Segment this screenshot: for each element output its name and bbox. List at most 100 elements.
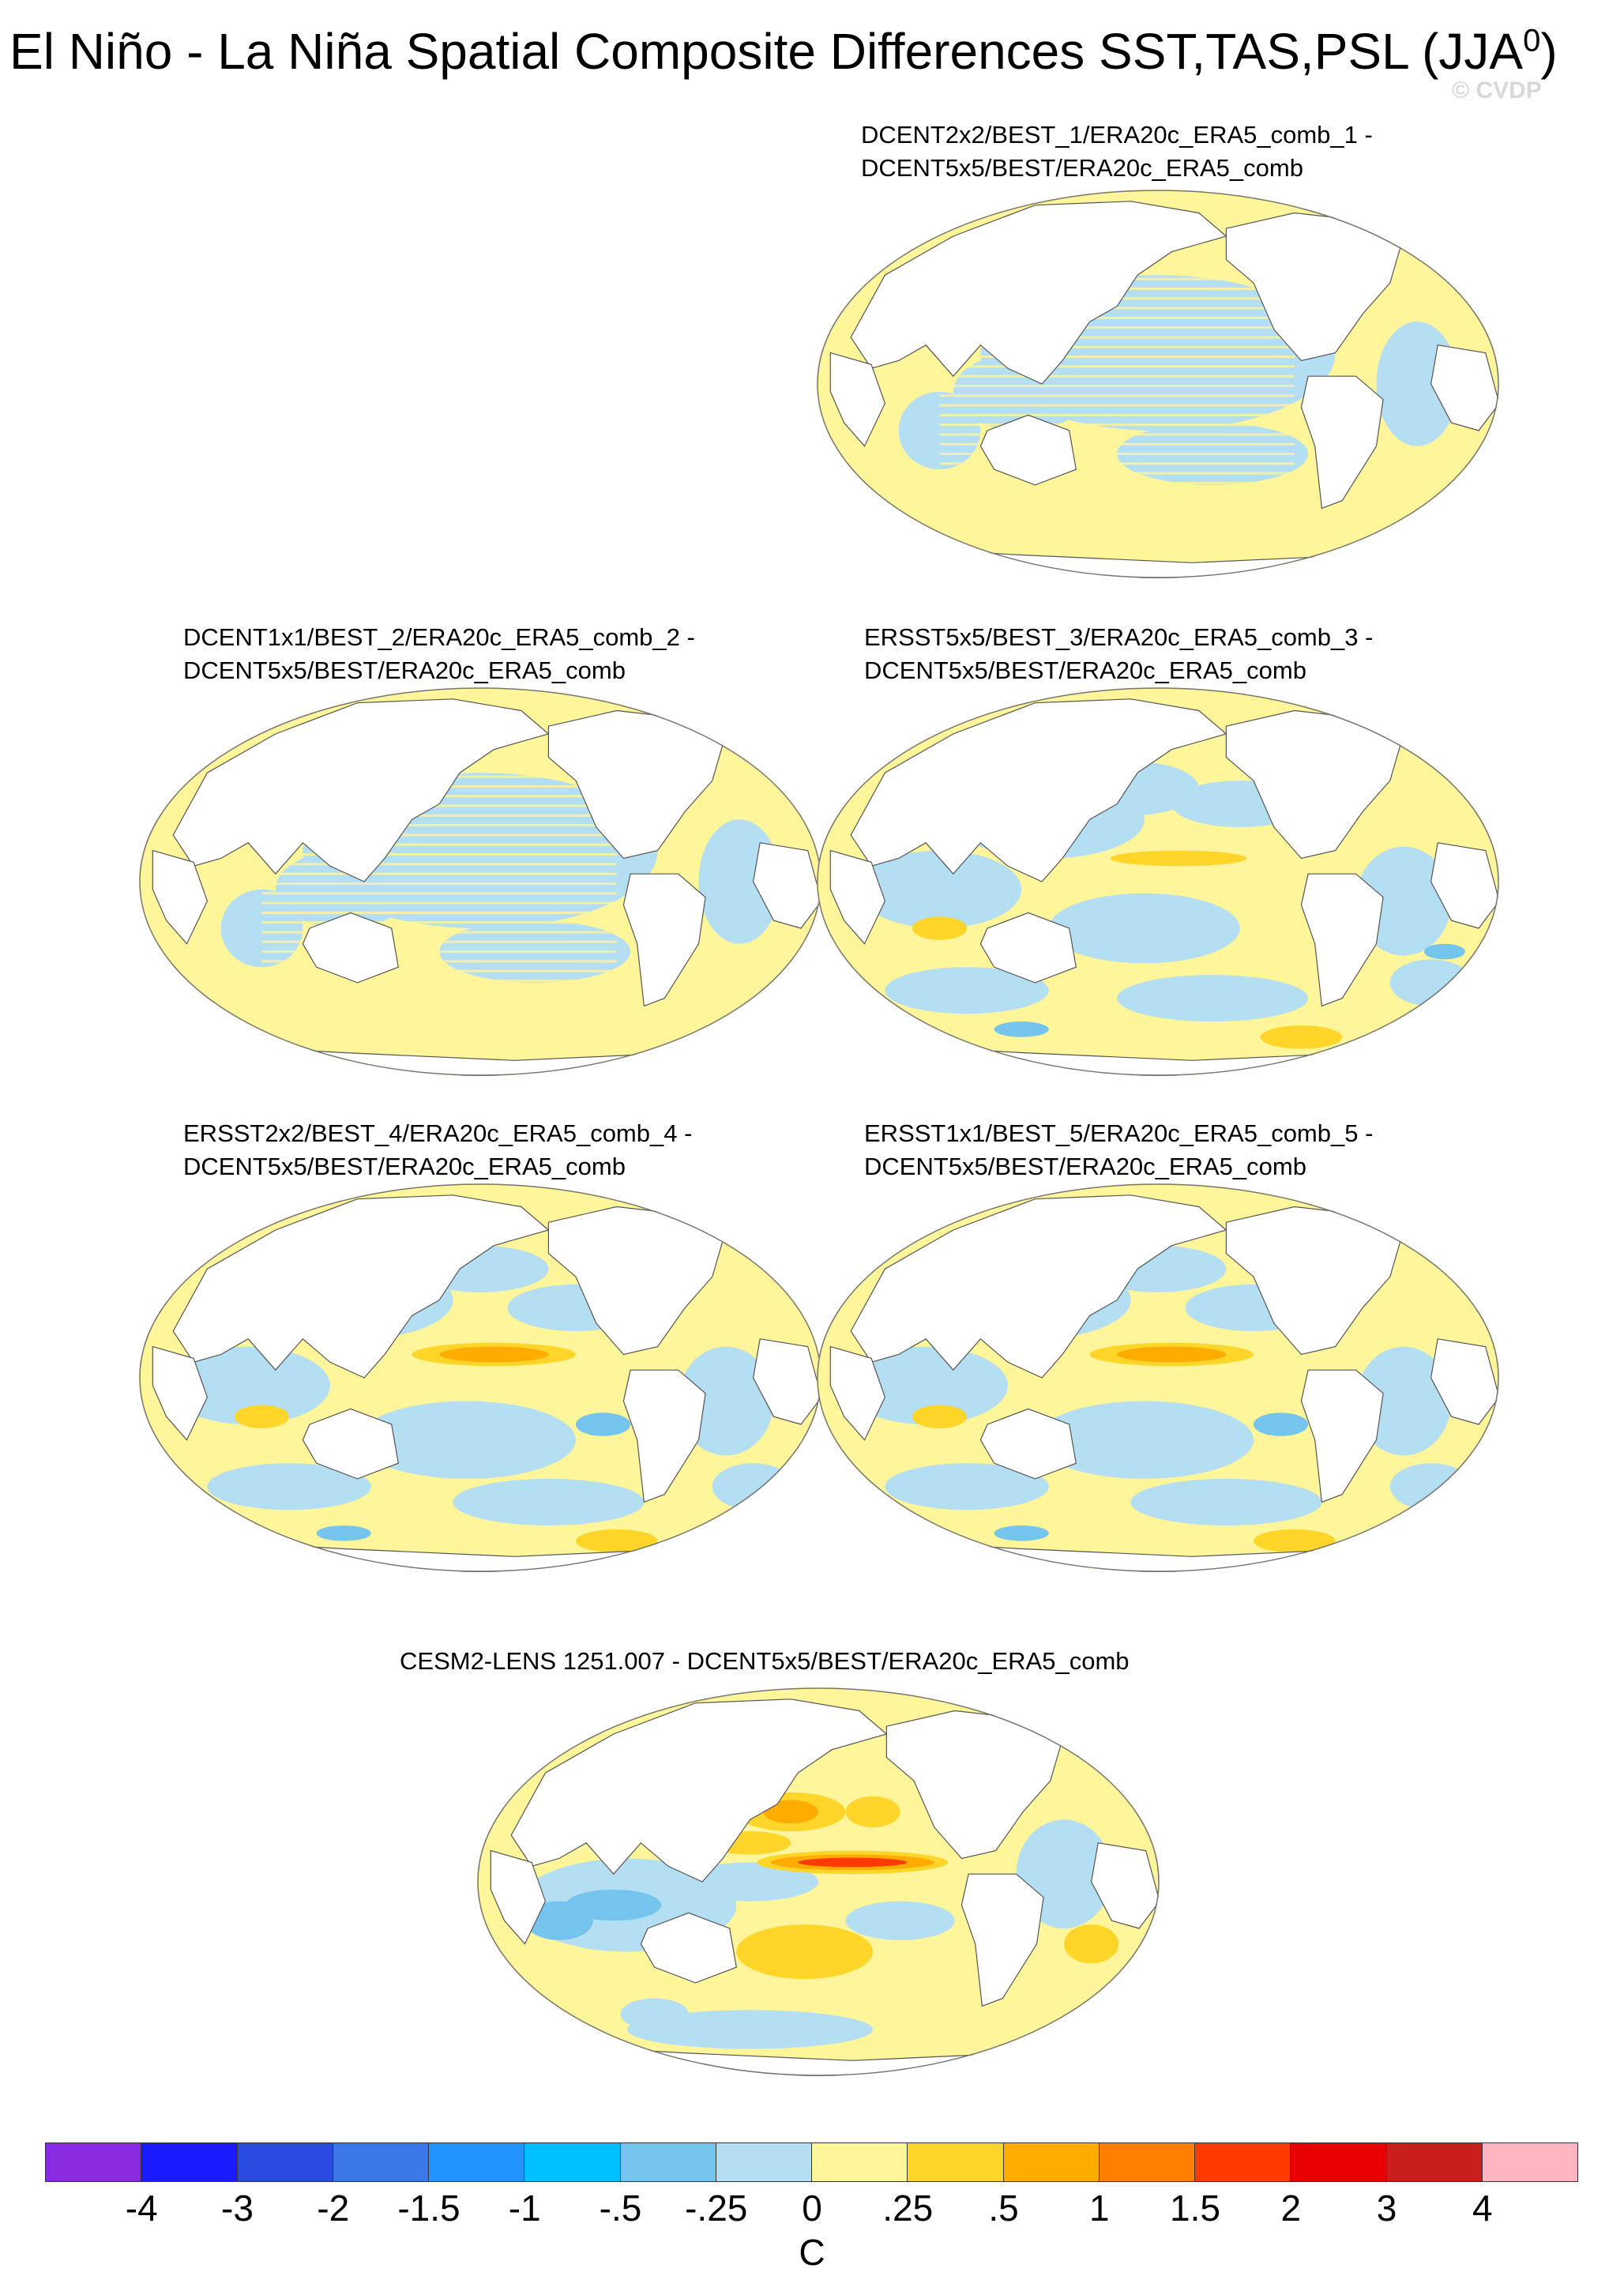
panel-3-title-line1: ERSST5x5/BEST_3/ERA20c_ERA5_comb_3 - bbox=[864, 623, 1374, 651]
colorbar-swatch bbox=[907, 2142, 1004, 2182]
panel-2-map bbox=[139, 687, 821, 1076]
colorbar-tick-label: -1.5 bbox=[397, 2188, 461, 2229]
land-outline bbox=[829, 849, 886, 945]
panel-5-title: ERSST1x1/BEST_5/ERA20c_ERA5_comb_5 - DCE… bbox=[864, 1117, 1373, 1183]
colorbar bbox=[45, 2142, 1578, 2182]
figure-title: El Niño - La Niña Spatial Composite Diff… bbox=[9, 22, 1558, 81]
land-outline bbox=[510, 1698, 888, 1883]
land-outline bbox=[979, 414, 1077, 486]
panel-5-title-line1: ERSST1x1/BEST_5/ERA20c_ERA5_comb_5 - bbox=[864, 1119, 1374, 1147]
anomaly-patch bbox=[1035, 1401, 1254, 1479]
anomaly-patch bbox=[1117, 1346, 1227, 1363]
anomaly-patch bbox=[357, 1401, 576, 1479]
anomaly-patch bbox=[994, 1525, 1049, 1541]
anomaly-patch bbox=[620, 1998, 689, 2030]
anomaly-patch bbox=[524, 1901, 593, 1940]
anomaly-patch bbox=[885, 967, 1049, 1014]
land-outline bbox=[640, 1912, 737, 1984]
panel-4-map bbox=[139, 1183, 821, 1572]
anomaly-patch bbox=[627, 2010, 874, 2049]
panel-5-title-line2: DCENT5x5/BEST/ERA20c_ERA5_comb bbox=[864, 1153, 1306, 1180]
anomaly-patch bbox=[1355, 1346, 1452, 1456]
panel-2-title: DCENT1x1/BEST_2/ERA20c_ERA5_comb_2 - DCE… bbox=[183, 621, 695, 687]
anomaly-patch bbox=[736, 1924, 874, 1979]
anomaly-patch bbox=[885, 1463, 1049, 1510]
panel-3-map bbox=[817, 687, 1499, 1076]
colorbar-swatch bbox=[1385, 2142, 1483, 2182]
colorbar-swatch bbox=[45, 2142, 142, 2182]
anomaly-patch bbox=[234, 1405, 290, 1428]
land-outline bbox=[829, 352, 886, 447]
land-outline bbox=[622, 873, 706, 1007]
title-close: ) bbox=[1540, 23, 1558, 80]
land-outline bbox=[490, 1849, 547, 1945]
colorbar-units: C bbox=[799, 2232, 825, 2273]
anomaly-patch bbox=[453, 1478, 645, 1525]
colorbar-swatch bbox=[332, 2142, 429, 2182]
anomaly-patch bbox=[1048, 893, 1240, 964]
anomaly-patch bbox=[207, 1463, 371, 1510]
land-outline bbox=[850, 1194, 1227, 1379]
land-outline bbox=[1090, 1842, 1160, 1929]
map-border bbox=[817, 687, 1499, 1076]
land-outline bbox=[302, 1408, 399, 1480]
anomaly-patch bbox=[844, 1346, 1008, 1425]
anomaly-patch bbox=[845, 1901, 955, 1940]
map-svg bbox=[139, 687, 821, 1076]
land-outline bbox=[752, 1338, 821, 1425]
land-outline bbox=[152, 1345, 209, 1441]
anomaly-patch bbox=[575, 1529, 658, 1553]
colorbar-swatch bbox=[1002, 2142, 1100, 2182]
panel-5-map bbox=[817, 1183, 1499, 1572]
panel-3-title-line2: DCENT5x5/BEST/ERA20c_ERA5_comb bbox=[864, 656, 1306, 684]
land-outline bbox=[622, 1369, 706, 1503]
colorbar-swatch bbox=[619, 2142, 716, 2182]
colorbar-swatch bbox=[141, 2142, 238, 2182]
anomaly-patch bbox=[575, 1413, 631, 1436]
anomaly-patch bbox=[1117, 975, 1309, 1022]
land-outline bbox=[172, 1194, 550, 1379]
land-outline bbox=[152, 849, 209, 945]
map-border bbox=[817, 1183, 1499, 1572]
colorbar-swatch bbox=[428, 2142, 525, 2182]
anomaly-patch bbox=[763, 1800, 818, 1824]
anomaly-patch bbox=[1355, 846, 1452, 956]
land-outline bbox=[979, 912, 1077, 984]
panel-3-title: ERSST5x5/BEST_3/ERA20c_ERA5_comb_3 - DCE… bbox=[864, 621, 1373, 687]
colorbar-tick-label: -3 bbox=[221, 2188, 254, 2229]
anomaly-patch bbox=[798, 1857, 908, 1868]
panel-1-title: DCENT2x2/BEST_1/ERA20c_ERA5_comb_1 - DCE… bbox=[861, 118, 1373, 185]
land-outline bbox=[960, 1873, 1044, 2007]
anomaly-patch bbox=[845, 1796, 900, 1828]
panel-1-title-line2: DCENT5x5/BEST/ERA20c_ERA5_comb bbox=[861, 154, 1303, 182]
anomaly-patch bbox=[275, 850, 412, 929]
colorbar-tick-label: .5 bbox=[988, 2188, 1019, 2229]
land-outline bbox=[302, 912, 399, 984]
anomaly-patch bbox=[1253, 1413, 1309, 1436]
panel-6-title-line1: CESM2-LENS 1251.007 - DCENT5x5/BEST/ERA2… bbox=[400, 1647, 1130, 1675]
panel-2-title-line1: DCENT1x1/BEST_2/ERA20c_ERA5_comb_2 - bbox=[183, 623, 695, 651]
panel-4-title: ERSST2x2/BEST_4/ERA20c_ERA5_comb_4 - DCE… bbox=[183, 1117, 692, 1183]
land-outline bbox=[1300, 375, 1384, 510]
anomaly-patch bbox=[1260, 1025, 1343, 1049]
anomaly-patch bbox=[678, 1346, 774, 1456]
map-border bbox=[477, 1687, 1160, 2076]
title-superscript: 0 bbox=[1523, 23, 1541, 58]
colorbar-tick-label: .25 bbox=[882, 2188, 934, 2229]
colorbar-tick-label: 4 bbox=[1472, 2188, 1493, 2229]
panel-4-title-line2: DCENT5x5/BEST/ERA20c_ERA5_comb bbox=[183, 1153, 626, 1180]
colorbar-tick-label: -.25 bbox=[685, 2188, 748, 2229]
land-outline bbox=[1300, 873, 1384, 1007]
anomaly-patch bbox=[1389, 1463, 1472, 1510]
colorbar-tick-label: -.5 bbox=[599, 2188, 642, 2229]
colorbar-tick-label: -1 bbox=[508, 2188, 541, 2229]
land-outline bbox=[850, 201, 1227, 385]
anomaly-patch bbox=[316, 1525, 371, 1541]
land-outline bbox=[172, 698, 550, 882]
anomaly-patch bbox=[912, 916, 968, 940]
colorbar-tick-label: -4 bbox=[125, 2188, 158, 2229]
map-svg bbox=[139, 1183, 821, 1572]
panel-6-map bbox=[477, 1687, 1160, 2076]
land-outline bbox=[829, 1345, 886, 1441]
anomaly-patch bbox=[1064, 1924, 1119, 1964]
